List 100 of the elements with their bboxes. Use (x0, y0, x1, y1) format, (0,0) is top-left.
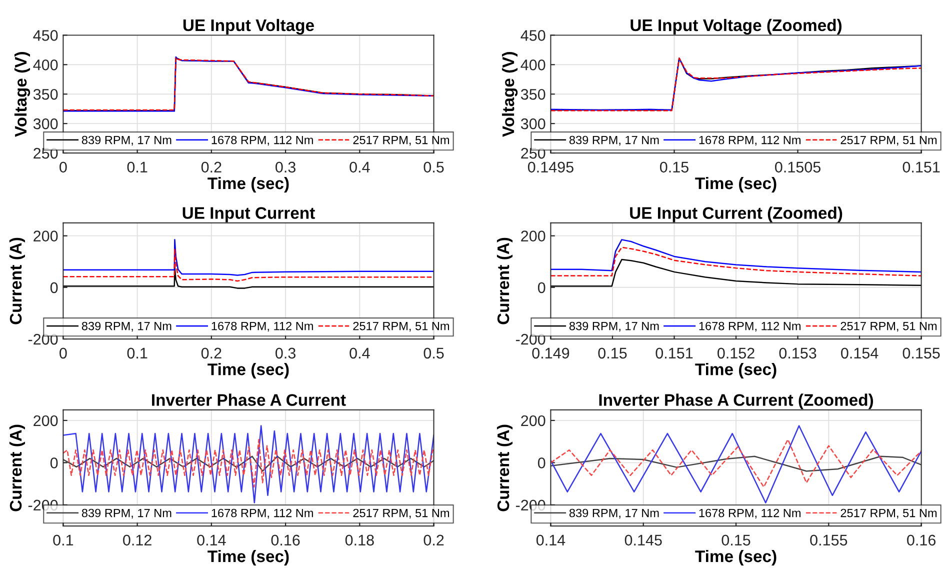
x-tick-label: 0.3 (276, 162, 296, 173)
x-tick-label: 0.2 (201, 162, 222, 173)
x-tick-label: 0.15 (598, 348, 627, 359)
x-tick-label: 0.145 (624, 534, 662, 546)
y-tick-label: 250 (521, 148, 546, 159)
x-tick-label: 0.1 (53, 534, 74, 546)
x-tick-label: 0.151 (656, 348, 693, 359)
legend-label: 1678 RPM, 112 Nm (699, 508, 800, 519)
legend-label: 2517 RPM, 51 Nm (840, 508, 937, 519)
legend-label: 2517 RPM, 51 Nm (840, 322, 937, 332)
x-tick-label: 0.12 (123, 534, 152, 546)
x-tick-label: 0.2 (201, 348, 222, 359)
y-tick-label: 0 (50, 282, 58, 294)
x-tick-label: 0.4 (350, 162, 370, 173)
line-series (550, 456, 922, 472)
y-axis-title: Current (A) (496, 238, 512, 324)
legend-label: 1678 RPM, 112 Nm (699, 322, 800, 332)
x-axis-title: Time (sec) (695, 550, 776, 566)
x-tick-label: 0.2 (424, 534, 444, 546)
legend-label: 839 RPM, 17 Nm (82, 508, 172, 519)
legend-label: 1678 RPM, 112 Nm (212, 322, 313, 332)
y-tick-label: 350 (33, 88, 58, 100)
legend-label: 1678 RPM, 112 Nm (212, 136, 313, 146)
y-tick-label: 450 (33, 30, 58, 41)
y-tick-label: 0 (50, 458, 58, 468)
line-series (63, 456, 434, 472)
legend-label: 2517 RPM, 51 Nm (353, 322, 449, 332)
legend-label: 1678 RPM, 112 Nm (212, 508, 313, 519)
y-tick-label: 200 (521, 230, 546, 242)
y-tick-label: 450 (520, 30, 546, 41)
legend-label: 2517 RPM, 51 Nm (840, 136, 937, 146)
x-tick-label: 0.3 (276, 348, 296, 359)
x-tick-label: 0.5 (424, 162, 444, 173)
x-tick-label: 0.1 (127, 162, 148, 173)
x-tick-label: 0.16 (271, 534, 300, 546)
x-axis-title: Time (sec) (208, 176, 289, 193)
y-tick-label: 200 (34, 415, 58, 426)
line-series (63, 239, 434, 276)
y-tick-label: 200 (34, 230, 58, 242)
line-series (63, 248, 434, 282)
y-tick-label: 200 (521, 415, 546, 426)
x-tick-label: 0.149 (532, 348, 570, 359)
line-series (550, 246, 922, 276)
line-series (63, 425, 434, 504)
x-tick-label: 0.5 (424, 348, 444, 359)
x-tick-label: 0.14 (197, 534, 226, 546)
y-tick-label: -200 (516, 334, 546, 345)
legend-label: 839 RPM, 17 Nm (569, 136, 659, 146)
legend-label: 839 RPM, 17 Nm (569, 322, 659, 332)
line-series (550, 438, 922, 488)
x-axis-title: Time (sec) (695, 362, 776, 379)
x-tick-label: 0.14 (536, 534, 566, 546)
line-series (550, 258, 922, 287)
legend-label: 2517 RPM, 51 Nm (353, 136, 449, 146)
x-tick-label: 0.153 (779, 348, 816, 359)
line-series (550, 425, 922, 504)
x-tick-label: 0.155 (810, 534, 848, 546)
legend-label: 1678 RPM, 112 Nm (699, 136, 800, 146)
y-axis-title: Current (A) (496, 424, 512, 512)
line-series (63, 438, 434, 488)
x-tick-label: 0.154 (841, 348, 878, 359)
x-tick-label: 0.1 (127, 348, 148, 359)
x-tick-label: 0.1495 (528, 162, 574, 173)
line-series (63, 266, 434, 289)
chart-title: UE Input Voltage (Zoomed) (630, 18, 842, 35)
y-tick-label: 350 (520, 88, 546, 100)
y-tick-label: 0 (538, 282, 546, 294)
chart-title: UE Input Current (182, 207, 315, 222)
x-tick-label: 0.1505 (775, 162, 821, 173)
legend-label: 839 RPM, 17 Nm (82, 322, 172, 332)
x-tick-label: 0.151 (902, 162, 940, 173)
x-tick-label: 0 (60, 162, 67, 173)
y-tick-label: 250 (34, 148, 58, 159)
y-tick-label: -200 (516, 500, 546, 511)
legend-label: 839 RPM, 17 Nm (569, 508, 659, 519)
x-tick-label: 0.16 (907, 534, 936, 546)
chart-title: UE Input Current (Zoomed) (630, 206, 842, 222)
chart-title: Inverter Phase A Current (152, 394, 346, 406)
x-tick-label: 0.18 (345, 534, 374, 546)
x-tick-label: 0 (60, 348, 67, 359)
y-axis-title: Voltage (V) (502, 52, 518, 137)
x-axis-title: Time (sec) (208, 550, 289, 566)
x-axis-title: Time (sec) (695, 176, 776, 193)
y-tick-label: 300 (33, 118, 58, 130)
line-series (550, 239, 922, 273)
legend-label: 839 RPM, 17 Nm (82, 136, 172, 146)
chart-title: Inverter Phase A Current (Zoomed) (599, 394, 874, 410)
y-axis-title: Current (A) (9, 238, 25, 324)
y-tick-label: -200 (28, 500, 58, 511)
x-tick-label: 0.4 (350, 348, 370, 359)
x-axis-title: Time (sec) (208, 362, 289, 379)
x-tick-label: 0.155 (902, 348, 940, 359)
y-tick-label: -200 (28, 334, 58, 345)
y-axis-title: Current (A) (9, 424, 25, 512)
x-tick-label: 0.15 (660, 162, 688, 173)
chart-title: UE Input Voltage (183, 18, 314, 35)
y-tick-label: 300 (520, 118, 546, 130)
y-axis-title: Voltage (V) (14, 52, 30, 137)
legend-label: 2517 RPM, 51 Nm (353, 508, 449, 519)
y-tick-label: 400 (520, 60, 546, 70)
